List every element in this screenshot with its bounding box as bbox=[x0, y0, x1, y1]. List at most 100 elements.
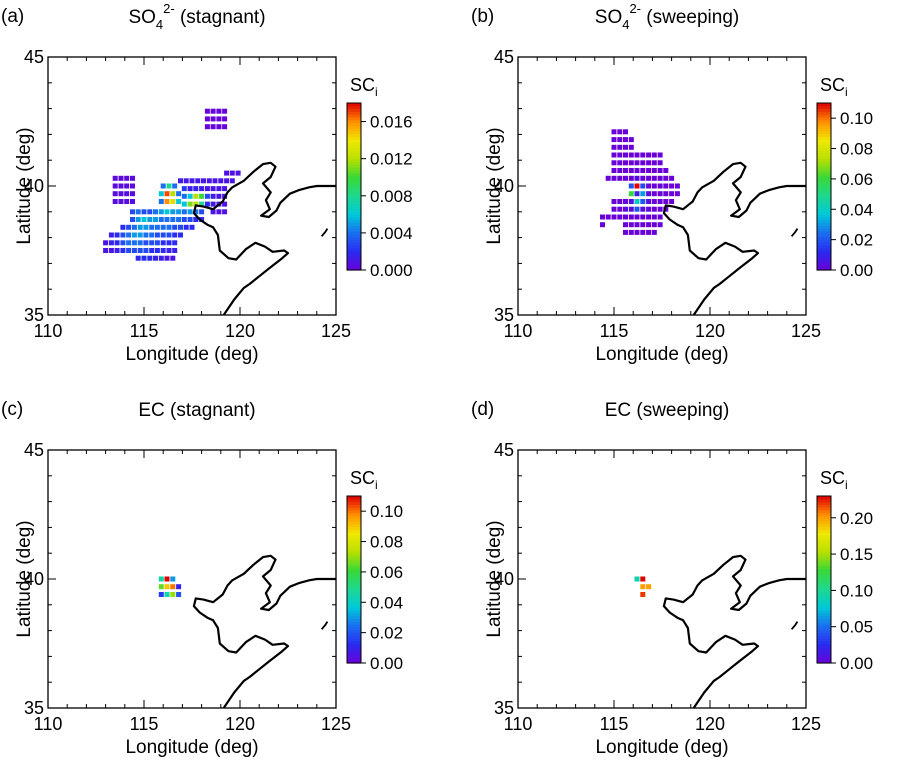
data-cell bbox=[611, 144, 617, 150]
colorbar-segment bbox=[347, 568, 361, 572]
colorbar-segment bbox=[817, 615, 831, 620]
data-cell bbox=[158, 199, 164, 204]
data-cell bbox=[131, 232, 137, 238]
data-cell bbox=[154, 240, 160, 246]
colorbar-segment bbox=[347, 167, 361, 171]
data-cell bbox=[158, 191, 164, 197]
data-cell bbox=[193, 209, 199, 215]
colorbar-segment bbox=[817, 626, 831, 631]
colorbar-segment bbox=[817, 172, 831, 176]
colorbar-segment bbox=[817, 211, 831, 215]
colorbar-segment bbox=[817, 208, 831, 213]
data-cell bbox=[617, 206, 623, 212]
data-cell bbox=[199, 193, 205, 199]
x-tick-label: 115 bbox=[130, 714, 159, 734]
data-cell bbox=[193, 217, 199, 222]
colorbar-segment bbox=[817, 618, 831, 622]
colorbar-segment bbox=[817, 167, 831, 171]
colorbar-segment bbox=[347, 261, 361, 266]
data-cell bbox=[657, 152, 663, 158]
data-cell bbox=[600, 214, 605, 220]
colorbar-segment bbox=[347, 122, 361, 126]
x-tick-label: 120 bbox=[225, 714, 255, 734]
colorbar-title: SCi bbox=[820, 75, 848, 99]
data-cell bbox=[210, 201, 216, 207]
data-cell bbox=[149, 224, 155, 230]
colorbar-segment bbox=[817, 119, 831, 124]
data-cell bbox=[118, 199, 124, 204]
data-cell bbox=[210, 209, 216, 215]
x-axis-label: Longitude (deg) bbox=[595, 737, 728, 758]
colorbar-segment bbox=[347, 172, 361, 176]
data-cell bbox=[657, 168, 663, 173]
colorbar-segment bbox=[817, 632, 831, 636]
colorbar-segment bbox=[817, 239, 831, 243]
colorbar-tick-label: 0.02 bbox=[840, 231, 873, 250]
chart-panel: (d) EC (sweeping) 110 115 120 125 35 40 45 Longit… bbox=[471, 399, 873, 758]
data-cell bbox=[143, 224, 149, 230]
colorbar-segment bbox=[347, 111, 361, 115]
data-cell bbox=[646, 160, 652, 166]
data-cell bbox=[605, 214, 611, 220]
data-cell bbox=[210, 193, 216, 199]
data-cell bbox=[118, 191, 124, 197]
data-cell bbox=[216, 186, 222, 192]
panel-label: (d) bbox=[471, 399, 494, 420]
colorbar-segment bbox=[347, 116, 361, 121]
data-cell bbox=[222, 108, 228, 114]
data-cell bbox=[130, 209, 135, 215]
colorbar-tick-label: 0.012 bbox=[370, 150, 413, 169]
colorbar-tick-label: 0.04 bbox=[370, 593, 403, 612]
colorbar-segment bbox=[817, 242, 831, 246]
colorbar-segment bbox=[817, 183, 831, 188]
colorbar-segment bbox=[817, 141, 831, 146]
data-cell bbox=[130, 175, 135, 181]
colorbar-segment bbox=[347, 239, 361, 243]
colorbar-segment bbox=[817, 643, 831, 647]
data-cell bbox=[114, 232, 120, 238]
data-cell bbox=[141, 255, 147, 261]
colorbar-segment bbox=[817, 217, 831, 221]
colorbar-segment bbox=[817, 604, 831, 608]
island-outline bbox=[320, 621, 329, 630]
colorbar-segment bbox=[817, 105, 831, 110]
colorbar-segment bbox=[817, 144, 831, 149]
colorbar-segment bbox=[817, 546, 831, 550]
data-cell bbox=[183, 224, 189, 230]
data-cell bbox=[634, 222, 640, 228]
colorbar-segment bbox=[347, 585, 361, 589]
data-cell bbox=[164, 199, 170, 204]
colorbar-segment bbox=[817, 540, 831, 544]
data-cell bbox=[628, 152, 634, 158]
colorbar-segment bbox=[817, 532, 831, 536]
colorbar-segment bbox=[817, 236, 831, 240]
y-tick-label: 45 bbox=[24, 47, 44, 67]
colorbar-segment bbox=[347, 200, 361, 204]
data-cell bbox=[176, 191, 182, 197]
colorbar-tick-label: 0.08 bbox=[370, 533, 403, 552]
plot-frame bbox=[47, 56, 337, 316]
colorbar-segment bbox=[347, 169, 361, 174]
colorbar-segment bbox=[817, 523, 831, 528]
data-cell bbox=[623, 214, 628, 220]
data-cell bbox=[130, 199, 135, 204]
data-cell bbox=[623, 206, 628, 212]
colorbar-tick-label: 0.20 bbox=[840, 509, 873, 528]
colorbar-segment bbox=[817, 534, 831, 539]
data-cell bbox=[137, 240, 143, 246]
data-cell bbox=[617, 199, 623, 204]
colorbar-segment bbox=[347, 543, 361, 547]
colorbar-segment bbox=[817, 233, 831, 238]
colorbar-segment bbox=[347, 139, 361, 143]
data-cell bbox=[669, 183, 675, 189]
colorbar-segment bbox=[347, 626, 361, 631]
colorbar-tick-label: 0.00 bbox=[840, 654, 873, 673]
colorbar-segment bbox=[817, 637, 831, 642]
x-tick-label: 125 bbox=[791, 321, 821, 341]
data-cell bbox=[147, 217, 153, 222]
data-cell bbox=[164, 191, 170, 197]
data-cell bbox=[623, 152, 628, 158]
data-cell bbox=[651, 160, 657, 166]
colorbar-segment bbox=[817, 225, 831, 229]
colorbar-segment bbox=[347, 596, 361, 600]
